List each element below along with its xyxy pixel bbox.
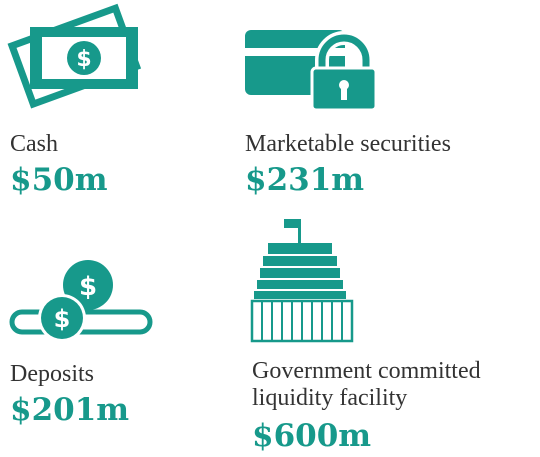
item-label: Government committed <box>252 358 481 384</box>
item-label: liquidity facility <box>252 385 408 411</box>
cash-icon: $ <box>7 3 142 109</box>
item-label: Marketable securities <box>245 131 451 157</box>
item-label: Cash <box>10 131 58 157</box>
svg-text:$: $ <box>76 47 91 72</box>
item-value: $231m <box>245 162 365 198</box>
item-value: $201m <box>10 392 130 428</box>
svg-text:$: $ <box>54 305 71 333</box>
item-value: $600m <box>252 418 372 454</box>
svg-text:$: $ <box>79 272 97 302</box>
item-label: Deposits <box>10 361 94 387</box>
securities-icon <box>245 30 378 112</box>
item-value: $50m <box>10 162 108 198</box>
government-icon <box>250 219 354 343</box>
deposits-icon: $ $ <box>9 260 153 342</box>
